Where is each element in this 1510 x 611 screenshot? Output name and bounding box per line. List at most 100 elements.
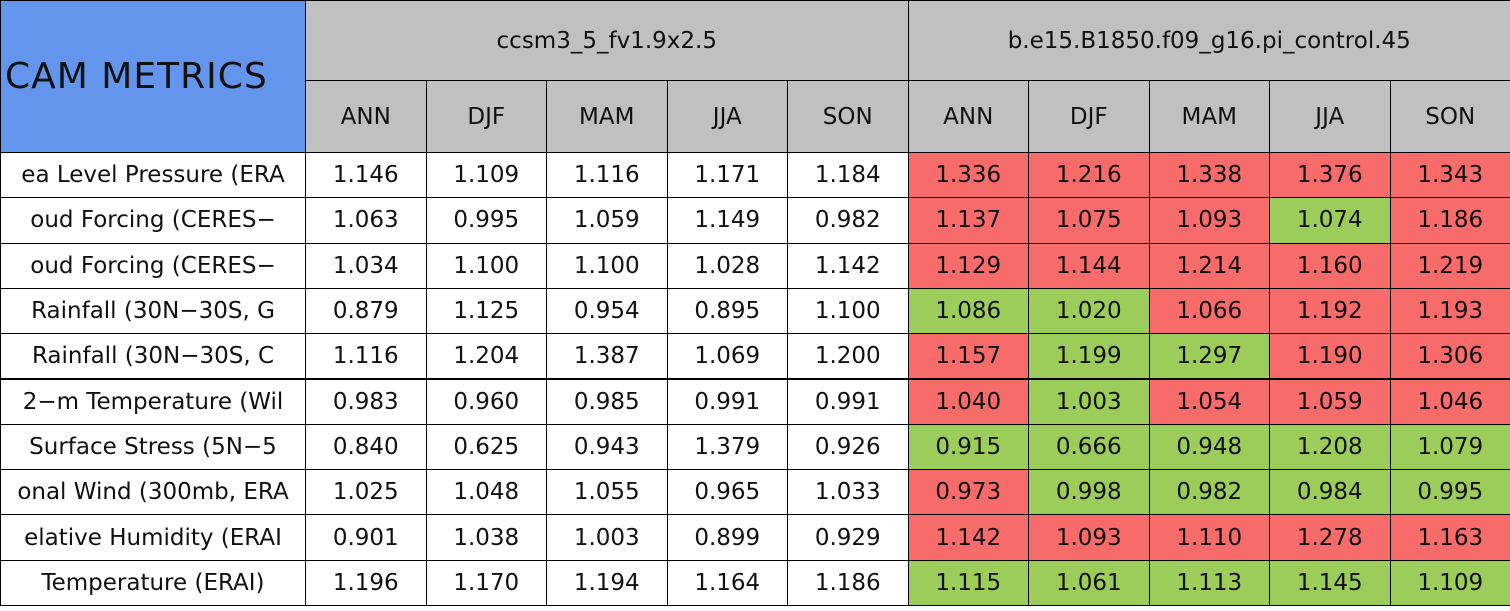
metric-value: 1.204: [425, 333, 547, 380]
metric-value: 1.144: [1028, 242, 1150, 289]
metric-value: 1.214: [1148, 242, 1270, 289]
metric-value: 1.142: [907, 514, 1029, 561]
metric-value: 1.278: [1269, 514, 1391, 561]
season-header: SON: [787, 80, 909, 153]
metric-value: 0.995: [425, 197, 547, 244]
metric-value: 1.219: [1389, 242, 1510, 289]
metric-value: 1.100: [546, 242, 668, 289]
metric-value: 0.982: [1148, 469, 1270, 516]
metric-value: 1.093: [1028, 514, 1150, 561]
metric-value: 1.164: [666, 559, 788, 606]
metric-value: 1.208: [1269, 423, 1391, 471]
metric-value: 1.061: [1028, 559, 1150, 606]
season-header: ANN: [305, 80, 427, 153]
season-header: SON: [1389, 80, 1510, 153]
metric-value: 0.899: [666, 514, 788, 561]
metric-value: 1.193: [1389, 287, 1510, 335]
metric-value: 1.194: [546, 559, 668, 606]
metric-value: 0.926: [787, 423, 909, 471]
row-label: ea Level Pressure (ERA: [0, 152, 306, 199]
metric-value: 1.100: [425, 242, 547, 289]
metric-value: 1.190: [1269, 333, 1391, 380]
metric-value: 1.020: [1028, 287, 1150, 335]
metric-value: 0.901: [305, 514, 427, 561]
metric-value: 1.376: [1269, 152, 1391, 199]
metric-value: 1.186: [1389, 197, 1510, 244]
table-title: CAM METRICS: [0, 0, 306, 153]
season-header: ANN: [907, 80, 1029, 153]
group-header: ccsm3_5_fv1.9x2.5: [305, 0, 909, 81]
metric-value: 1.146: [305, 152, 427, 199]
metric-value: 1.379: [666, 423, 788, 471]
metric-value: 1.149: [666, 197, 788, 244]
metric-value: 1.034: [305, 242, 427, 289]
season-header: JJA: [1269, 80, 1391, 153]
metric-value: 1.338: [1148, 152, 1270, 199]
metric-value: 0.998: [1028, 469, 1150, 516]
metric-value: 1.086: [907, 287, 1029, 335]
metric-value: 1.038: [425, 514, 547, 561]
metric-value: 1.046: [1389, 378, 1510, 425]
metric-value: 1.306: [1389, 333, 1510, 380]
metric-value: 1.160: [1269, 242, 1391, 289]
metric-value: 1.116: [305, 333, 427, 380]
metric-value: 1.025: [305, 469, 427, 516]
row-label: Temperature (ERAI): [0, 559, 306, 606]
metric-value: 1.079: [1389, 423, 1510, 471]
metric-value: 1.137: [907, 197, 1029, 244]
metric-value: 1.387: [546, 333, 668, 380]
metric-value: 0.960: [425, 378, 547, 425]
metric-value: 1.059: [1269, 378, 1391, 425]
metric-value: 1.109: [425, 152, 547, 199]
metric-value: 0.982: [787, 197, 909, 244]
metric-value: 1.170: [425, 559, 547, 606]
metric-value: 1.297: [1148, 333, 1270, 380]
metric-value: 1.059: [546, 197, 668, 244]
metric-value: 1.186: [787, 559, 909, 606]
metric-value: 1.109: [1389, 559, 1510, 606]
metric-value: 0.929: [787, 514, 909, 561]
season-header: JJA: [666, 80, 788, 153]
metric-value: 1.063: [305, 197, 427, 244]
metric-value: 0.666: [1028, 423, 1150, 471]
metric-value: 0.625: [425, 423, 547, 471]
metric-value: 1.003: [546, 514, 668, 561]
metric-value: 0.948: [1148, 423, 1270, 471]
metric-value: 1.093: [1148, 197, 1270, 244]
metric-value: 1.199: [1028, 333, 1150, 380]
metric-value: 1.054: [1148, 378, 1270, 425]
metric-value: 1.200: [787, 333, 909, 380]
metric-value: 1.336: [907, 152, 1029, 199]
metric-value: 1.145: [1269, 559, 1391, 606]
season-header: MAM: [546, 80, 668, 153]
metric-value: 1.129: [907, 242, 1029, 289]
metric-value: 1.157: [907, 333, 1029, 380]
row-label: onal Wind (300mb, ERA: [0, 469, 306, 516]
metric-value: 0.895: [666, 287, 788, 335]
metric-value: 1.216: [1028, 152, 1150, 199]
row-label: oud Forcing (CERES−: [0, 242, 306, 289]
metric-value: 0.943: [546, 423, 668, 471]
metric-value: 1.074: [1269, 197, 1391, 244]
metric-value: 1.116: [546, 152, 668, 199]
metric-value: 1.048: [425, 469, 547, 516]
metric-value: 1.115: [907, 559, 1029, 606]
metric-value: 1.069: [666, 333, 788, 380]
season-header: MAM: [1148, 80, 1270, 153]
metric-value: 1.142: [787, 242, 909, 289]
metric-value: 0.965: [666, 469, 788, 516]
metric-value: 0.995: [1389, 469, 1510, 516]
metric-value: 1.113: [1148, 559, 1270, 606]
metric-value: 0.991: [787, 378, 909, 425]
metric-value: 1.163: [1389, 514, 1510, 561]
metric-value: 1.040: [907, 378, 1029, 425]
row-label: Surface Stress (5N−5: [0, 423, 306, 471]
metric-value: 0.991: [666, 378, 788, 425]
metric-value: 1.192: [1269, 287, 1391, 335]
metric-value: 0.915: [907, 423, 1029, 471]
row-label: Rainfall (30N−30S, C: [0, 333, 306, 380]
metric-value: 1.184: [787, 152, 909, 199]
row-label: oud Forcing (CERES−: [0, 197, 306, 244]
group-header: b.e15.B1850.f09_g16.pi_control.45: [907, 0, 1510, 81]
